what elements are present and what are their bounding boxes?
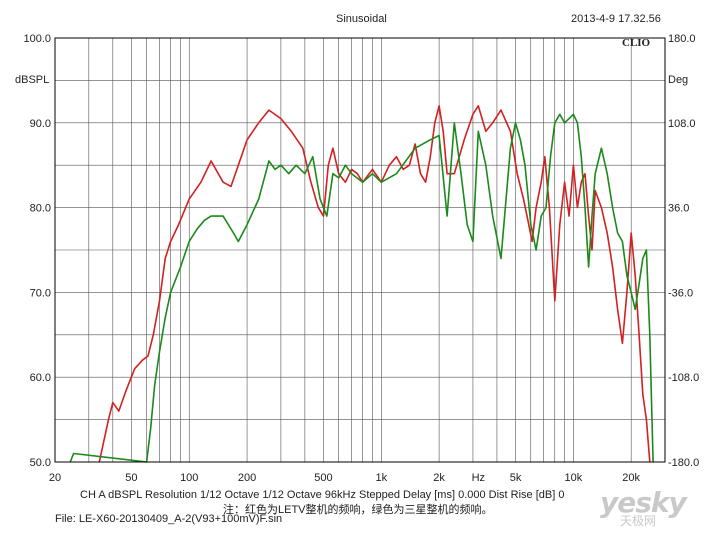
y-tick-label: 50.0 [30, 457, 51, 469]
chart-title: Sinusoidal [336, 13, 387, 25]
yesky-watermark: yesky [600, 486, 687, 519]
y-tick-label: 100.0 [23, 33, 51, 45]
y2-axis-label: Deg [668, 74, 689, 86]
plot-frame [54, 37, 666, 463]
timestamp: 2013-4-9 17.32.56 [571, 13, 661, 25]
y2-tick-label: -36.0 [668, 287, 693, 299]
y-tick-label: 90.0 [30, 118, 51, 130]
x-tick-label: 5k [510, 472, 522, 484]
y2-tick-label: 180.0 [668, 33, 696, 45]
y-tick-label: 70.0 [30, 287, 51, 299]
series-line-2 [69, 113, 654, 463]
x-tick-label: 1k [375, 472, 387, 484]
yesky-watermark-sub: 天极网 [620, 514, 657, 528]
y-tick-label: 80.0 [30, 203, 51, 215]
axis-ticks: 20 50 100 200 500 1k 2k 5k 10k 20k Hz 100.0 90.0 80.0… [23, 33, 699, 484]
series-line-1 [98, 105, 651, 463]
x-tick-label: 50 [125, 472, 137, 484]
plot-grid [55, 38, 665, 462]
file-name: File: LE-X60-20130409_A-2(V93+100mV)F.si… [55, 513, 283, 525]
caption-note: 注：红色为LETV整机的频响，绿色为三星整机的频响。 [223, 504, 493, 516]
clio-logo: CLIO [622, 37, 651, 49]
x-tick-label: 20k [622, 472, 640, 484]
y2-tick-label: -108.0 [668, 372, 699, 384]
y2-tick-label: 36.0 [668, 203, 689, 215]
x-axis-unit-label: Hz [472, 472, 485, 484]
x-tick-label: 100 [180, 472, 198, 484]
y2-tick-label: -180.0 [668, 457, 699, 469]
x-tick-label: 500 [314, 472, 332, 484]
measurement-settings: CH A dBSPL Resolution 1/12 Octave 1/12 O… [80, 489, 565, 501]
x-tick-label: 200 [238, 472, 256, 484]
plot-series [69, 105, 654, 463]
y-tick-label: 60.0 [30, 372, 51, 384]
x-tick-label: 20 [49, 472, 61, 484]
x-tick-label: 10k [564, 472, 582, 484]
y-axis-label: dBSPL [15, 74, 50, 86]
y2-tick-label: 108.0 [668, 118, 696, 130]
x-tick-label: 2k [433, 472, 445, 484]
